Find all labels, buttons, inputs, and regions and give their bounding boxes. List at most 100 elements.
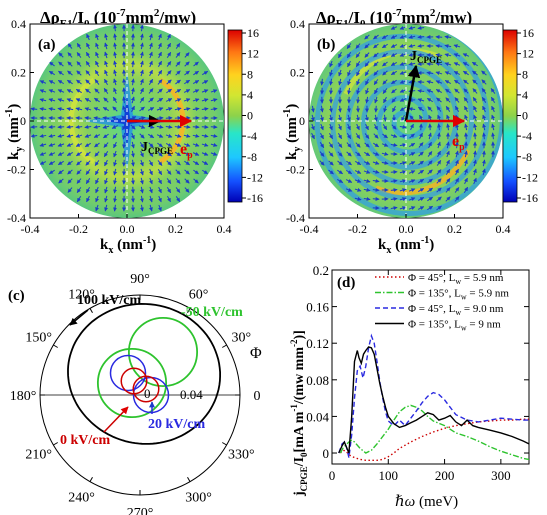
field-arrow [481,79,487,85]
field-arrow [94,97,100,103]
field-arrow [94,88,100,94]
field-arrow [202,70,209,76]
field-arrow [408,161,416,165]
field-arrow [399,52,407,57]
field-arrow [436,132,441,140]
field-arrow [139,159,144,167]
field-arrow [481,159,486,167]
field-arrow [139,177,144,185]
field-arrow [129,116,137,120]
field-arrow [390,53,398,57]
field-arrow [122,87,127,95]
field-arrow [464,168,468,176]
field-arrow [392,105,396,113]
field-arrow [329,60,334,68]
field-arrow [445,105,451,112]
field-arrow [130,159,135,167]
field-arrow [320,132,324,140]
field-arrow [365,96,370,104]
field-arrow [102,124,110,129]
field-arrow [140,150,144,158]
field-arrow [482,123,487,131]
series-line-2 [338,333,529,458]
field-arrow [85,70,91,76]
field-arrow [39,89,47,94]
field-arrow [435,53,443,58]
field-arrow [104,186,109,194]
field-arrow [373,61,379,67]
field-arrow [435,62,443,67]
field-arrow [399,170,407,175]
field-arrow [192,79,200,85]
field-arrow [337,160,343,166]
field-arrow [383,96,387,104]
field-arrow [86,195,90,203]
field-arrow [408,25,416,30]
field-arrow [418,160,424,166]
field-arrow [113,24,118,32]
field-arrow [95,33,100,41]
field-arrow [183,142,191,147]
polar-angle-label: 300° [185,490,212,505]
field-arrow [436,97,442,103]
field-arrow [76,52,82,58]
panel-b-ep-label: ep [452,133,465,153]
y-tick-label: 0.2 [313,263,329,278]
field-arrow [391,79,397,85]
panel-a-ticks: -0.4 -0.2 0.0 0.2 0.4 0.4 0.2 0 -0.2 -0.4 [7,17,232,236]
field-arrow [122,96,127,104]
field-arrow [131,105,135,113]
polar-angle-label: 30° [232,331,252,346]
field-arrow [139,195,144,203]
field-arrow [444,79,452,85]
field-arrow [319,105,324,113]
field-arrow [454,141,459,149]
field-arrow [435,80,443,84]
colorbar-tick-label: 8 [522,67,528,81]
field-arrow [347,123,351,131]
field-arrow [148,78,154,85]
field-arrow [130,42,135,50]
field-arrow [328,142,334,148]
polar-tick [222,442,227,446]
field-arrow [166,79,172,85]
field-arrow [337,169,343,175]
field-arrow [104,60,109,68]
field-arrow [445,187,451,193]
x-tick-label: 0.2 [447,222,462,236]
field-arrow [381,160,389,165]
colorbar-tick-label: -8 [247,150,257,164]
field-arrow [174,88,182,94]
field-arrow [139,142,145,149]
field-arrow [130,51,135,59]
field-arrow [139,168,144,176]
field-arrow [76,169,82,175]
field-arrow [364,70,370,77]
field-arrow [201,133,209,138]
field-arrow [193,160,200,166]
field-arrow [390,70,397,76]
field-arrow [427,205,434,211]
field-arrow [156,107,164,112]
field-arrow [373,52,379,58]
colorbar-tick-label: -16 [247,191,263,205]
field-arrow [122,105,127,113]
field-arrow [399,25,407,30]
field-arrow [103,142,109,148]
field-arrow [310,105,315,113]
field-arrow [490,88,496,94]
panel-b-heatmap: ΔρE1/I0 (10-7mm2/mw) JCPGE ep (b) -0.4-0… [282,7,538,256]
field-arrow [85,186,91,194]
field-arrow [139,186,144,194]
field-arrow [454,187,460,193]
field-arrow [201,142,209,147]
field-arrow [184,79,191,85]
field-arrow [102,116,110,121]
field-arrow [58,169,64,175]
field-arrow [445,88,451,94]
field-arrow [372,169,380,174]
field-arrow [390,179,398,184]
field-arrow [130,69,135,77]
panel-c-axis-label: Φ [250,345,262,362]
